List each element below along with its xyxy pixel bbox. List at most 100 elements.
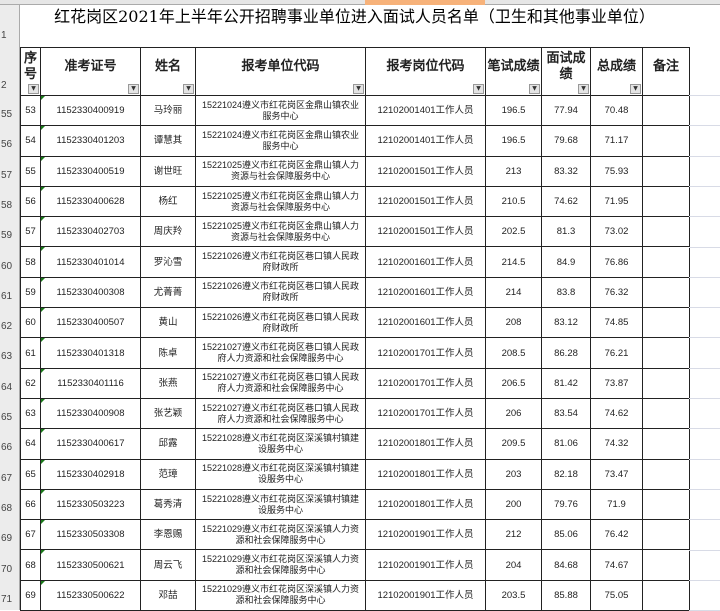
cell-col-unit-code[interactable]: 15221027遵义市红花岗区巷口镇人民政府人力资源和社会保障服务中心 [195, 397, 366, 430]
row-number[interactable]: 64 [1, 381, 13, 393]
cell-col-total[interactable]: 71.95 [590, 185, 643, 218]
cell-col-ticket[interactable]: 1152330400919 [40, 94, 141, 127]
cell-col-total[interactable]: 73.02 [590, 216, 643, 248]
cell-col-unit-code[interactable]: 15221026遵义市红花岗区巷口镇人民政府财政所 [195, 246, 366, 278]
cell-col-total[interactable]: 76.32 [590, 276, 643, 309]
cell-col-remark[interactable] [642, 246, 690, 278]
cell-col-unit-code[interactable]: 15221029遵义市红花岗区深溪镇人力资源和社会保障服务中心 [195, 549, 366, 581]
cell-col-post-code[interactable]: 12102001501工作人员 [365, 216, 486, 248]
row-number[interactable]: 1 [1, 30, 7, 41]
cell-col-interview[interactable]: 86.28 [541, 337, 591, 369]
cell-col-remark[interactable] [642, 216, 690, 248]
cell-col-unit-code[interactable]: 15221024遵义市红花岗区金鼎山镇农业服务中心 [195, 125, 366, 157]
row-number[interactable]: 68 [1, 502, 13, 514]
cell-col-total[interactable]: 74.67 [590, 549, 643, 581]
cell-col-name[interactable]: 张燕 [140, 367, 196, 399]
cell-col-post-code[interactable]: 12102001801工作人员 [365, 428, 486, 460]
cell-col-written[interactable]: 214 [485, 276, 542, 309]
cell-col-written[interactable]: 196.5 [485, 94, 542, 127]
cell-col-name[interactable]: 周云飞 [140, 549, 196, 581]
cell-col-post-code[interactable]: 12102001401工作人员 [365, 125, 486, 157]
cell-col-ticket[interactable]: 1152330400908 [40, 397, 141, 430]
cell-col-ticket[interactable]: 1152330401318 [40, 337, 141, 369]
cell-col-remark[interactable] [642, 155, 690, 187]
cell-col-total[interactable]: 75.05 [590, 579, 643, 611]
cell-col-ticket[interactable]: 1152330400308 [40, 276, 141, 309]
cell-col-post-code[interactable]: 12102001601工作人员 [365, 246, 486, 278]
cell-col-total[interactable]: 76.42 [590, 519, 643, 551]
cell-col-name[interactable]: 邓喆 [140, 579, 196, 611]
cell-col-total[interactable]: 73.47 [590, 458, 643, 490]
cell-col-seq[interactable]: 68 [20, 549, 41, 581]
cell-col-name[interactable]: 邱露 [140, 428, 196, 460]
cell-col-written[interactable]: 204 [485, 549, 542, 581]
cell-col-total[interactable]: 74.85 [590, 307, 643, 339]
cell-col-seq[interactable]: 62 [20, 367, 41, 399]
cell-col-written[interactable]: 210.5 [485, 185, 542, 218]
cell-col-seq[interactable]: 60 [20, 307, 41, 339]
cell-col-ticket[interactable]: 1152330400507 [40, 307, 141, 339]
cell-col-written[interactable]: 200 [485, 488, 542, 521]
cell-col-unit-code[interactable]: 15221029遵义市红花岗区深溪镇人力资源和社会保障服务中心 [195, 519, 366, 551]
cell-col-interview[interactable]: 83.32 [541, 155, 591, 187]
cell-col-name[interactable]: 周庆羚 [140, 216, 196, 248]
cell-col-remark[interactable] [642, 428, 690, 460]
cell-col-interview[interactable]: 81.42 [541, 367, 591, 399]
row-number[interactable]: 65 [1, 412, 13, 423]
row-number[interactable]: 56 [1, 139, 13, 151]
cell-col-seq[interactable]: 61 [20, 337, 41, 369]
cell-col-name[interactable]: 黄山 [140, 307, 196, 339]
cell-col-written[interactable]: 208 [485, 307, 542, 339]
row-number[interactable]: 67 [1, 472, 13, 484]
cell-col-seq[interactable]: 67 [20, 519, 41, 551]
cell-col-interview[interactable]: 83.54 [541, 397, 591, 430]
cell-col-seq[interactable]: 54 [20, 125, 41, 157]
filter-dropdown-icon[interactable]: ▼ [473, 84, 484, 94]
filter-dropdown-icon[interactable]: ▼ [183, 84, 194, 94]
cell-col-written[interactable]: 203.5 [485, 579, 542, 611]
cell-col-interview[interactable]: 85.88 [541, 579, 591, 611]
cell-col-ticket[interactable]: 1152330400519 [40, 155, 141, 187]
cell-col-name[interactable]: 尤菁菁 [140, 276, 196, 309]
row-number[interactable]: 63 [1, 351, 13, 363]
cell-col-total[interactable]: 73.87 [590, 367, 643, 399]
row-number[interactable]: 69 [1, 533, 13, 545]
row-number[interactable]: 2 [1, 80, 7, 91]
cell-col-post-code[interactable]: 12102001501工作人员 [365, 155, 486, 187]
cell-col-remark[interactable] [642, 94, 690, 127]
cell-col-ticket[interactable]: 1152330503223 [40, 488, 141, 521]
cell-col-post-code[interactable]: 12102001501工作人员 [365, 185, 486, 218]
cell-col-written[interactable]: 203 [485, 458, 542, 490]
cell-col-written[interactable]: 196.5 [485, 125, 542, 157]
cell-col-name[interactable]: 陈卓 [140, 337, 196, 369]
cell-col-interview[interactable]: 81.06 [541, 428, 591, 460]
cell-col-unit-code[interactable]: 15221027遵义市红花岗区巷口镇人民政府人力资源和社会保障服务中心 [195, 337, 366, 369]
cell-col-remark[interactable] [642, 307, 690, 339]
row-number[interactable]: 70 [1, 563, 13, 575]
cell-col-post-code[interactable]: 12102001701工作人员 [365, 337, 486, 369]
cell-col-interview[interactable]: 79.68 [541, 125, 591, 157]
cell-col-post-code[interactable]: 12102001801工作人员 [365, 458, 486, 490]
cell-col-total[interactable]: 71.17 [590, 125, 643, 157]
cell-col-unit-code[interactable]: 15221024遵义市红花岗区金鼎山镇农业服务中心 [195, 94, 366, 127]
filter-dropdown-icon[interactable]: ▼ [630, 84, 641, 94]
cell-col-interview[interactable]: 79.76 [541, 488, 591, 521]
cell-col-seq[interactable]: 66 [20, 488, 41, 521]
cell-col-remark[interactable] [642, 367, 690, 399]
cell-col-post-code[interactable]: 12102001901工作人员 [365, 549, 486, 581]
cell-col-interview[interactable]: 82.18 [541, 458, 591, 490]
cell-col-interview[interactable]: 77.94 [541, 94, 591, 127]
row-number[interactable]: 57 [1, 169, 13, 181]
cell-col-name[interactable]: 张艺颖 [140, 397, 196, 430]
cell-col-unit-code[interactable]: 15221028遵义市红花岗区深溪镇村镇建设服务中心 [195, 488, 366, 521]
cell-col-seq[interactable]: 57 [20, 216, 41, 248]
cell-col-name[interactable]: 马玲丽 [140, 94, 196, 127]
cell-col-total[interactable]: 71.9 [590, 488, 643, 521]
filter-dropdown-icon[interactable]: ▼ [128, 84, 139, 94]
cell-col-written[interactable]: 212 [485, 519, 542, 551]
cell-col-remark[interactable] [642, 458, 690, 490]
cell-col-name[interactable]: 杨红 [140, 185, 196, 218]
cell-col-remark[interactable] [642, 185, 690, 218]
cell-col-unit-code[interactable]: 15221025遵义市红花岗区金鼎山镇人力资源与社会保障服务中心 [195, 185, 366, 218]
cell-col-written[interactable]: 206 [485, 397, 542, 430]
